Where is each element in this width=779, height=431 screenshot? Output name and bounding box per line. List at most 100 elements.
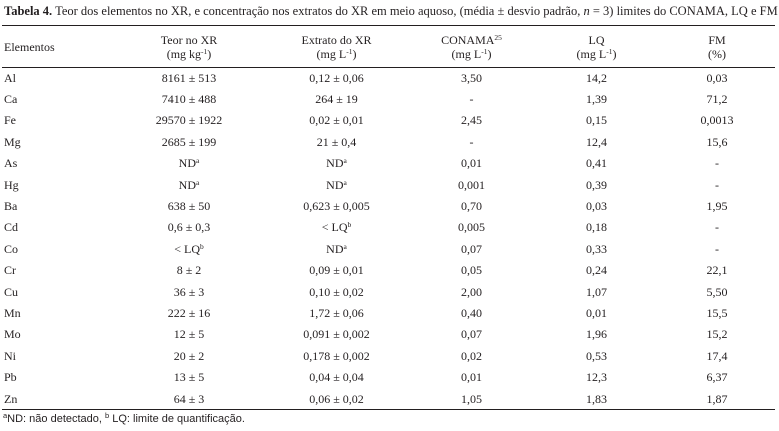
caption-label: Tabela 4. <box>4 4 53 18</box>
conama-cell: 0,07 <box>461 241 482 256</box>
extrato-cell: 0,10 ± 0,02 <box>309 284 364 299</box>
conama-cell: - <box>469 134 474 149</box>
lq-cell: 0,53 <box>586 348 607 363</box>
extrato-cell: 0,04 ± 0,04 <box>309 370 364 385</box>
table-row: Fe 29570 ± 1922 0,02 ± 0,01 2,45 0,15 0,0013 <box>2 110 775 131</box>
element-cell: Al <box>4 70 16 85</box>
teor-cell: 64 ± 3 <box>173 391 205 406</box>
teor-cell: 222 ± 16 <box>167 305 211 320</box>
lq-cell: 0,15 <box>586 113 607 128</box>
fm-cell: 6,37 <box>706 370 728 385</box>
extrato-cell: 0,12 ± 0,06 <box>309 70 364 85</box>
fm-cell: 0,03 <box>706 70 728 85</box>
table-body: Al 8161 ± 513 0,12 ± 0,06 3,50 14,2 0,03 Ca 741… <box>2 67 775 409</box>
fm-cell: 22,1 <box>706 263 728 278</box>
header-teor: Teor no XR (mg kg-1) <box>160 32 218 61</box>
table-row: Ba 638 ± 50 0,623 ± 0,005 0,70 0,03 1,95 <box>2 195 775 216</box>
conama-cell: 2,45 <box>461 113 482 128</box>
header-conama: CONAMA25 (mg L-1) <box>441 32 502 61</box>
table-row: Cr 8 ± 2 0,09 ± 0,01 0,05 0,24 22,1 <box>2 260 775 281</box>
conama-cell: 0,07 <box>461 327 482 342</box>
lq-cell: 1,96 <box>586 327 607 342</box>
fm-cell: 1,95 <box>706 199 728 214</box>
element-cell: Mg <box>4 134 21 149</box>
conama-cell: 3,50 <box>461 70 482 85</box>
teor-cell: NDa <box>178 177 200 192</box>
table-row: As NDa NDa 0,01 0,41 - <box>2 153 775 174</box>
header-rule <box>2 67 775 68</box>
table-row: Pb 13 ± 5 0,04 ± 0,04 0,01 12,3 6,37 <box>2 366 775 387</box>
element-cell: Mn <box>4 305 21 320</box>
conama-cell: 0,01 <box>461 156 482 171</box>
table-row: Ni 20 ± 2 0,178 ± 0,002 0,02 0,53 17,4 <box>2 345 775 366</box>
teor-cell: 8 ± 2 <box>176 263 202 278</box>
lq-cell: 12,3 <box>586 370 607 385</box>
extrato-cell: 21 ± 0,4 <box>316 134 357 149</box>
extrato-cell: 0,623 ± 0,005 <box>303 199 370 214</box>
conama-cell: 0,005 <box>458 220 485 235</box>
conama-cell: 0,05 <box>461 263 482 278</box>
extrato-cell: 0,178 ± 0,002 <box>303 348 370 363</box>
caption-n: n <box>583 4 590 18</box>
fm-cell: 15,6 <box>706 134 728 149</box>
lq-cell: 0,39 <box>586 177 607 192</box>
lq-cell: 12,4 <box>586 134 607 149</box>
lq-cell: 0,01 <box>586 305 607 320</box>
extrato-cell: 0,06 ± 0,02 <box>309 391 364 406</box>
table-row: Mo 12 ± 5 0,091 ± 0,002 0,07 1,96 15,2 <box>2 324 775 345</box>
element-cell: Pb <box>4 370 17 385</box>
teor-cell: 7410 ± 488 <box>161 92 217 107</box>
extrato-cell: 0,091 ± 0,002 <box>303 327 370 342</box>
fm-cell: - <box>715 156 719 171</box>
table-caption: Tabela 4. Teor dos elementos no XR, e co… <box>4 4 778 18</box>
fm-cell: 1,87 <box>706 391 728 406</box>
element-cell: Ba <box>4 199 18 214</box>
header-fm: FM (%) <box>708 32 726 61</box>
element-cell: Cr <box>4 263 16 278</box>
teor-cell: 8161 ± 513 <box>161 70 217 85</box>
fm-cell: 17,4 <box>706 348 728 363</box>
table-row: Cd 0,6 ± 0,3 < LQb 0,005 0,18 - <box>2 217 775 238</box>
caption-text: Teor dos elementos no XR, e concentração… <box>52 4 584 18</box>
element-cell: As <box>4 156 18 171</box>
table-row: Mn 222 ± 16 1,72 ± 0,06 0,40 0,01 15,5 <box>2 302 775 323</box>
extrato-cell: NDa <box>326 177 347 192</box>
conama-cell: 0,01 <box>461 370 482 385</box>
element-cell: Zn <box>4 391 18 406</box>
lq-cell: 0,24 <box>586 263 607 278</box>
table-row: Zn 64 ± 3 0,06 ± 0,02 1,05 1,83 1,87 <box>2 388 775 409</box>
table-row: Ca 7410 ± 488 264 ± 19 - 1,39 71,2 <box>2 88 775 109</box>
element-cell: Co <box>4 241 19 256</box>
teor-cell: 638 ± 50 <box>167 199 211 214</box>
element-cell: Cd <box>4 220 19 235</box>
element-cell: Ni <box>4 348 16 363</box>
conama-cell: 2,00 <box>461 284 482 299</box>
element-cell: Mo <box>4 327 21 342</box>
extrato-cell: 264 ± 19 <box>315 92 358 107</box>
lq-cell: 14,2 <box>586 70 607 85</box>
caption-text-end: = 3) limites do CONAMA, LQ e FM <box>589 4 778 18</box>
extrato-cell: 0,02 ± 0,01 <box>309 113 364 128</box>
fm-cell: - <box>715 177 719 192</box>
extrato-cell: 0,09 ± 0,01 <box>309 263 364 278</box>
teor-cell: NDa <box>178 156 200 171</box>
fm-cell: 71,2 <box>706 92 728 107</box>
conama-cell: 0,02 <box>461 348 482 363</box>
teor-cell: 0,6 ± 0,3 <box>167 220 211 235</box>
extrato-cell: NDa <box>326 241 347 256</box>
element-cell: Cu <box>4 284 19 299</box>
conama-cell: - <box>469 92 474 107</box>
teor-cell: 29570 ± 1922 <box>155 113 223 128</box>
lq-cell: 0,18 <box>586 220 607 235</box>
fm-cell: 15,5 <box>706 305 728 320</box>
fm-cell: - <box>715 220 719 235</box>
conama-cell: 1,05 <box>461 391 482 406</box>
lq-cell: 0,03 <box>586 199 607 214</box>
header-extrato: Extrato do XR (mg L-1) <box>301 32 372 61</box>
fm-cell: - <box>715 241 719 256</box>
lq-cell: 1,07 <box>586 284 607 299</box>
fm-cell: 0,0013 <box>700 113 734 128</box>
data-table: Elementos Teor no XR (mg kg-1) Extrato do… <box>2 26 775 409</box>
lq-cell: 0,41 <box>586 156 607 171</box>
header-row: Elementos Teor no XR (mg kg-1) Extrato do… <box>2 26 775 67</box>
